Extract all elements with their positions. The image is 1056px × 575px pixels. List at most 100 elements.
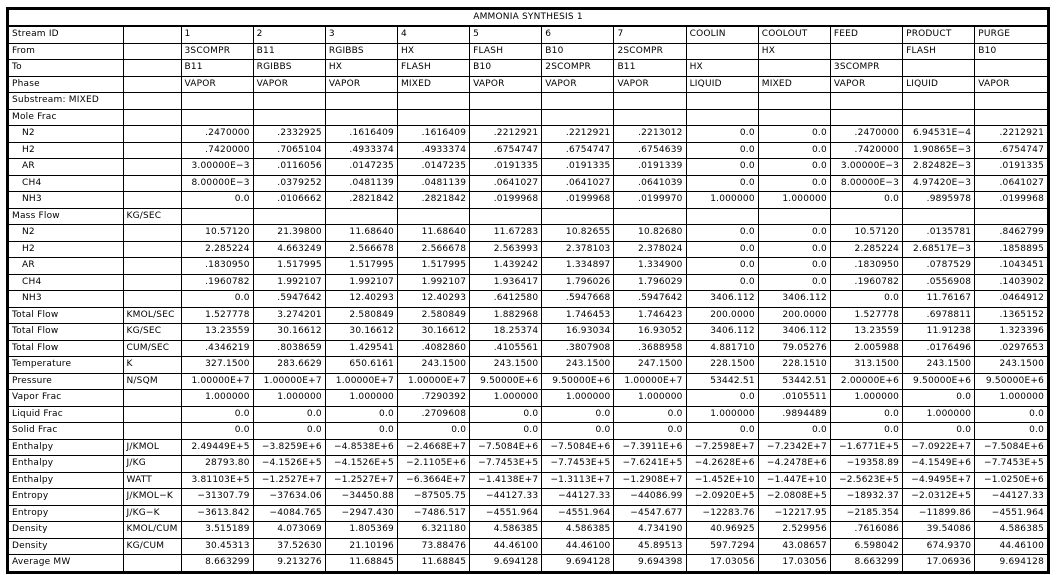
table-cell: .0191335 (469, 158, 543, 176)
row-label: Pressure (9, 372, 124, 390)
table-cell: 53442.51 (757, 372, 831, 390)
table-cell: .2709608 (396, 405, 471, 423)
table-cell: 0.0 (541, 405, 615, 423)
table-cell: 9.50000E+6 (974, 372, 1047, 390)
table-cell: 0.0 (685, 224, 759, 242)
table-cell: −7.5084E+6 (974, 438, 1047, 456)
table-cell: 0.0 (829, 191, 904, 209)
table-cell: .1830950 (829, 257, 904, 275)
table-cell: LIQUID (685, 75, 759, 93)
table-row: Enthalpy J/KMOL 2.49449E+5 −3.8259E+6 −4.853… (9, 438, 1047, 456)
table-cell: 45.89513 (613, 537, 687, 555)
table-cell: 2SCOMPR (541, 59, 615, 77)
table-cell: VAPOR (974, 75, 1047, 93)
table-cell (180, 108, 254, 126)
table-cell: 1.00000E+7 (180, 372, 254, 390)
table-cell: 1.882968 (469, 306, 543, 324)
table-cell: .0641027 (974, 174, 1047, 192)
table-cell: .0176496 (902, 339, 976, 357)
table-cell: B11 (252, 42, 326, 60)
table-cell: 674.9370 (902, 537, 976, 555)
table-cell: .0135781 (902, 224, 976, 242)
table-cell: 3406.112 (685, 323, 759, 341)
row-label: NH3 (9, 290, 124, 308)
table-cell: 2.378024 (613, 240, 687, 258)
row-label: Entropy (9, 488, 124, 506)
table-cell: MIXED (396, 75, 471, 93)
table-cell: 1.936417 (469, 273, 543, 291)
table-cell: 243.1500 (396, 356, 471, 374)
row-label: Temperature (9, 356, 124, 374)
row-unit: KG/SEC (122, 323, 182, 341)
table-cell: 1.527778 (829, 306, 904, 324)
table-cell: 10.82655 (541, 224, 615, 242)
row-label: N2 (9, 125, 124, 143)
table-cell: 243.1500 (974, 356, 1047, 374)
table-cell: .2470000 (180, 125, 254, 143)
table-cell: 1.000000 (469, 389, 543, 407)
table-cell: 2.563993 (469, 240, 543, 258)
table-cell: 3.00000E−3 (180, 158, 254, 176)
row-unit (122, 174, 182, 192)
table-cell: −4551.964 (541, 504, 615, 522)
table-cell: 2.580849 (324, 306, 398, 324)
table-row: To B11 RGIBBS HX FLASH B10 2SCOMPR B11 HX 3SCOMPR (9, 59, 1047, 77)
table-cell: 1.000000 (757, 191, 831, 209)
table-cell: 1.992107 (252, 273, 326, 291)
table-cell: 3SCOMPR (180, 42, 254, 60)
table-cell: −4.8538E+6 (324, 438, 398, 456)
table-cell: VAPOR (252, 75, 326, 93)
table-cell: .0641027 (469, 174, 543, 192)
table-cell: .1365152 (974, 306, 1047, 324)
table-cell: −37634.06 (252, 488, 326, 506)
table-cell (324, 207, 398, 225)
table-cell (469, 108, 543, 126)
table-cell: .8462799 (974, 224, 1047, 242)
row-unit (122, 257, 182, 275)
table-cell: 1.746423 (613, 306, 687, 324)
table-cell: −1.2527E+7 (324, 471, 398, 489)
row-unit: KG/SEC (122, 207, 182, 225)
table-cell: 247.1500 (613, 356, 687, 374)
table-cell: 17.06936 (902, 554, 976, 571)
table-cell: FLASH (396, 59, 471, 77)
table-cell (829, 42, 904, 60)
table-title: AMMONIA SYNTHESIS 1 (9, 10, 1047, 27)
table-row: Substream: MIXED (9, 92, 1047, 110)
table-cell: 597.7294 (685, 537, 759, 555)
table-cell: .2212921 (541, 125, 615, 143)
table-cell: 0.0 (685, 141, 759, 159)
table-cell: VAPOR (469, 75, 543, 93)
table-cell: 2.82482E−3 (902, 158, 976, 176)
table-row: Phase VAPOR VAPOR VAPOR MIXED VAPOR VAPOR VAPOR… (9, 75, 1047, 93)
row-label: Enthalpy (9, 471, 124, 489)
table-row: From 3SCOMPR B11 RGIBBS HX FLASH B10 2SCOMPR HX F… (9, 42, 1047, 60)
table-cell: .4346219 (180, 339, 254, 357)
table-row: AR .1830950 1.517995 1.517995 1.517995 1.4392… (9, 257, 1047, 275)
table-cell (757, 59, 831, 77)
table-row: Mass Flow KG/SEC (9, 207, 1047, 225)
table-cell: 40.96925 (685, 521, 759, 539)
table-cell: −7486.517 (396, 504, 471, 522)
table-cell: 3 (324, 25, 398, 44)
table-cell: 1.992107 (396, 273, 471, 291)
table-cell: 2.49449E+5 (180, 438, 254, 456)
table-cell: 1.334900 (613, 257, 687, 275)
row-label: Enthalpy (9, 455, 124, 473)
table-cell (685, 207, 759, 225)
table-cell: −11899.86 (902, 504, 976, 522)
table-cell: −1.3113E+7 (541, 471, 615, 489)
row-unit (122, 108, 182, 126)
table-cell: 9.50000E+6 (469, 372, 543, 390)
row-unit: J/KG (122, 455, 182, 473)
table-cell: −7.7453E+5 (974, 455, 1047, 473)
table-cell: 11.68640 (324, 224, 398, 242)
table-cell: 0.0 (685, 174, 759, 192)
table-cell: −2.5623E+5 (829, 471, 904, 489)
table-row: Entropy J/KMOL−K −31307.79 −37634.06 −34450.… (9, 488, 1047, 506)
table-cell: .4082860 (396, 339, 471, 357)
table-cell: 21.39800 (252, 224, 326, 242)
table-cell: 0.0 (757, 422, 831, 440)
table-cell: .0481139 (396, 174, 471, 192)
table-row: Total Flow KMOL/SEC 1.527778 3.274201 2.5808… (9, 306, 1047, 324)
